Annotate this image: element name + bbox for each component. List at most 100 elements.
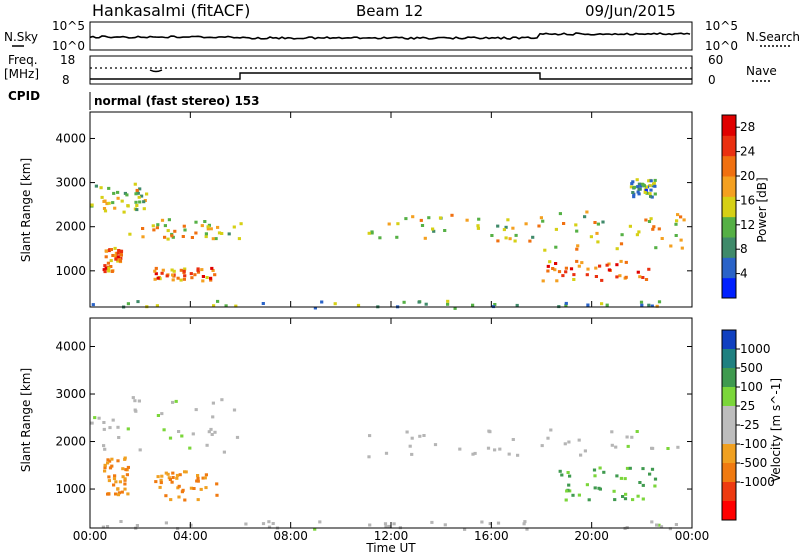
- echo-cell: [113, 254, 117, 258]
- echo-cell: [105, 202, 109, 206]
- velocity-colorbar-segment: [722, 349, 736, 369]
- echo-cell: [107, 475, 111, 479]
- power-colorbar-segment: [722, 196, 736, 218]
- echo-cell: [623, 497, 628, 501]
- echo-cell: [498, 447, 502, 451]
- echo-cell: [114, 492, 118, 496]
- freq-panel: Freq. [MHz] 18 8 60 0 Nave: [4, 53, 777, 87]
- echo-cell: [649, 194, 653, 198]
- echo-cell: [607, 268, 611, 272]
- echo-cell: [103, 209, 108, 213]
- echo-cell: [640, 303, 644, 307]
- beam-title: Beam 12: [356, 2, 423, 20]
- echo-cell: [404, 217, 408, 221]
- power-colorbar-tick-label: 16: [740, 193, 755, 207]
- echo-cell: [210, 433, 214, 436]
- noise-right-tick-bottom: 10^0: [705, 39, 738, 53]
- echo-cell: [216, 225, 220, 229]
- echo-cell: [650, 467, 655, 471]
- echo-cell: [487, 429, 491, 433]
- echo-cell: [94, 184, 98, 188]
- echo-cell: [652, 182, 656, 186]
- echo-cell: [555, 279, 559, 283]
- echo-cell: [647, 267, 651, 271]
- echo-cell: [463, 527, 467, 531]
- echo-cell: [209, 276, 213, 280]
- echo-cell: [411, 215, 415, 219]
- echo-cell: [676, 213, 680, 217]
- echo-cell: [649, 179, 653, 183]
- nsearch-label: N.Search: [746, 30, 800, 44]
- velocity-colorbar-segment: [722, 406, 736, 426]
- echo-cell: [232, 408, 237, 412]
- echo-cell: [465, 218, 469, 222]
- echo-cell: [583, 215, 587, 219]
- frequency-line: [90, 72, 692, 80]
- velocity-colorbar-tick-label: -1000: [740, 475, 775, 489]
- echo-cell: [200, 268, 204, 272]
- echo-cell: [209, 227, 213, 231]
- echo-cell: [103, 264, 107, 268]
- echo-cell: [165, 274, 169, 278]
- echo-cell: [215, 493, 219, 497]
- echo-cell: [267, 525, 272, 529]
- echo-cell: [614, 445, 618, 449]
- echo-cell: [178, 473, 182, 477]
- echo-cell: [653, 484, 657, 488]
- echo-cell: [679, 238, 683, 242]
- echo-cell: [196, 270, 201, 274]
- echo-cell: [192, 487, 196, 490]
- echo-cell: [211, 401, 215, 405]
- echo-cell: [567, 483, 571, 487]
- velocity-colorbar-segment: [722, 368, 736, 388]
- power-y-axis-label: Slant Range [km]: [19, 158, 33, 262]
- echo-cell: [619, 476, 623, 480]
- echo-cell: [644, 185, 648, 189]
- echo-cell: [102, 444, 106, 448]
- echo-cell: [652, 225, 656, 229]
- y-tick-label: 4000: [55, 340, 86, 354]
- echo-cell: [166, 472, 170, 476]
- echo-cell: [160, 474, 164, 478]
- echo-cell: [598, 264, 602, 268]
- echo-cell: [125, 193, 129, 197]
- echo-cell: [116, 459, 120, 463]
- velocity-colorbar-segment: [722, 444, 736, 464]
- echo-cell: [171, 476, 175, 479]
- echo-cell: [564, 301, 568, 305]
- echo-cell: [153, 269, 157, 273]
- echo-cell: [623, 477, 627, 481]
- echo-cell: [209, 427, 213, 431]
- echo-cell: [220, 232, 224, 235]
- echo-cell: [593, 221, 597, 224]
- echo-cell: [133, 399, 137, 403]
- echo-cell: [180, 434, 184, 438]
- echo-cell: [395, 235, 399, 239]
- echo-cell: [182, 224, 186, 228]
- echo-cell: [356, 303, 361, 307]
- echo-cell: [585, 273, 589, 277]
- echo-cell: [659, 525, 664, 529]
- echo-cell: [554, 245, 558, 249]
- echo-cell: [541, 279, 545, 283]
- velocity-colorbar: 1000 500 100 25 -25 -100 -500 -1000: [721, 329, 775, 521]
- echo-cell: [633, 185, 637, 189]
- echo-cell: [173, 229, 177, 233]
- echo-cell: [619, 242, 624, 246]
- echo-cell: [402, 300, 406, 304]
- echo-cell: [644, 278, 649, 281]
- echo-cell: [117, 436, 121, 439]
- echo-cell: [333, 302, 337, 306]
- echo-cell: [164, 494, 168, 498]
- echo-cell: [539, 216, 543, 220]
- echo-cell: [525, 527, 529, 531]
- echo-cell: [626, 444, 630, 448]
- echo-cell: [169, 498, 173, 502]
- echo-cell: [235, 435, 240, 439]
- echo-cell: [644, 188, 648, 192]
- echo-cell: [190, 276, 194, 280]
- echo-cell: [571, 493, 575, 497]
- echo-cell: [237, 237, 241, 241]
- echo-cell: [141, 227, 145, 230]
